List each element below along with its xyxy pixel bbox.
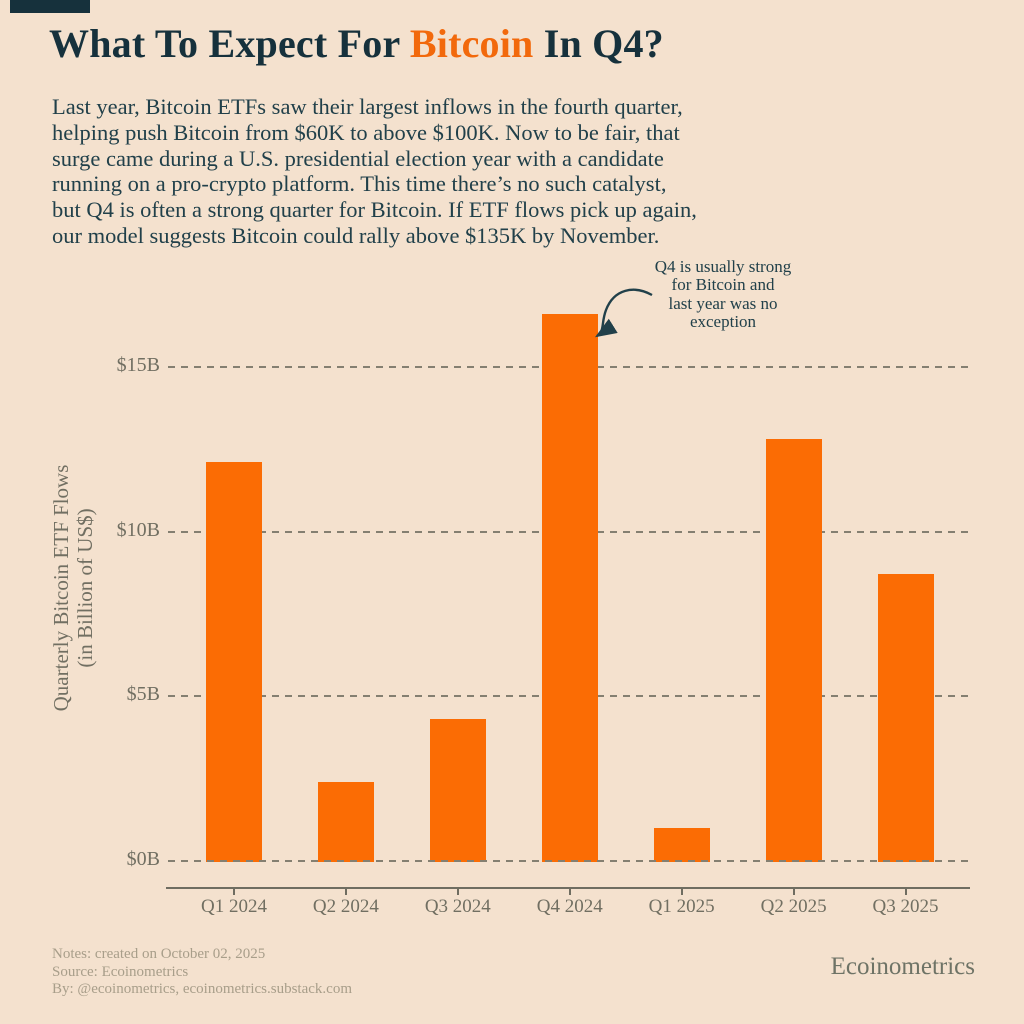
x-tick-label: Q1 2025 [648, 896, 715, 917]
y-axis-title-line: (in Billion of US$) [73, 508, 97, 668]
intro-line: but Q4 is often a strong quarter for Bit… [52, 197, 697, 223]
footer-note-line: Source: Ecoinometrics [52, 963, 189, 980]
x-tick-label: Q2 2024 [312, 896, 379, 917]
y-tick-label: $15B [116, 353, 160, 376]
page-title-part: In Q4? [533, 21, 664, 66]
intro-line: running on a pro-crypto platform. This t… [52, 171, 667, 197]
annotation-line: last year was no [668, 293, 778, 313]
footer-notes: Notes: created on October 02, 2025 Source… [52, 946, 352, 999]
bar-q2-2025 [765, 439, 822, 862]
footer-note-line: Notes: created on October 02, 2025 [52, 946, 266, 962]
x-tick-mark [568, 888, 571, 895]
bar-q3-2025 [877, 574, 934, 862]
x-tick-mark [456, 888, 459, 895]
annotation-line: for Bitcoin and [671, 275, 775, 295]
brand-wordmark: Ecoinometrics [830, 953, 975, 980]
x-tick-mark [233, 888, 235, 895]
bar-q3-2024 [429, 719, 486, 862]
chart-annotation: Q4 is usually strong for Bitcoin and last … [613, 257, 833, 331]
y-tick-label: $10B [116, 518, 160, 541]
x-tick-label: Q2 2025 [760, 896, 827, 917]
x-tick-mark [344, 888, 347, 895]
bar-q1-2025 [653, 828, 710, 862]
bar-q2-2024 [317, 781, 374, 862]
intro-line: helping push Bitcoin from $60K to above … [52, 119, 680, 145]
x-tick-label: Q3 2025 [872, 896, 939, 917]
gridline-0b [168, 860, 968, 862]
brand-corner-block [10, 0, 90, 13]
page-title-accent: Bitcoin [409, 21, 534, 66]
x-tick-label: Q4 2024 [536, 896, 603, 917]
y-tick-label: $0B [126, 848, 160, 870]
annotation-line: Q4 is usually strong [654, 257, 792, 276]
page-title: What To Expect For Bitcoin In Q4? [49, 20, 664, 67]
intro-line: our model suggests Bitcoin could rally a… [52, 222, 660, 248]
annotation-line: exception [689, 311, 757, 331]
x-tick-label: Q1 2024 [201, 896, 267, 917]
y-axis-title-line: Quarterly Bitcoin ETF Flows [49, 464, 73, 712]
x-tick-mark [680, 888, 683, 895]
bar-q1-2024 [206, 462, 262, 862]
intro-line: Last year, Bitcoin ETFs saw their larges… [52, 94, 683, 119]
x-tick-label: Q3 2024 [424, 896, 491, 917]
page-title-part: What To Expect For [49, 21, 410, 66]
bar-q4-2024 [541, 314, 598, 862]
intro-line: surge came during a U.S. presidential el… [52, 145, 664, 171]
y-axis-title: Quarterly Bitcoin ETF Flows (in Billion o… [49, 465, 97, 712]
x-axis-line [166, 887, 970, 889]
y-tick-label: $5B [126, 683, 160, 706]
intro-paragraph: Last year, Bitcoin ETFs saw their larges… [52, 94, 697, 249]
x-tick-mark [904, 888, 907, 895]
footer-note-line: By: @ecoinometrics, ecoinometrics.substa… [52, 981, 352, 998]
x-tick-mark [792, 888, 795, 895]
